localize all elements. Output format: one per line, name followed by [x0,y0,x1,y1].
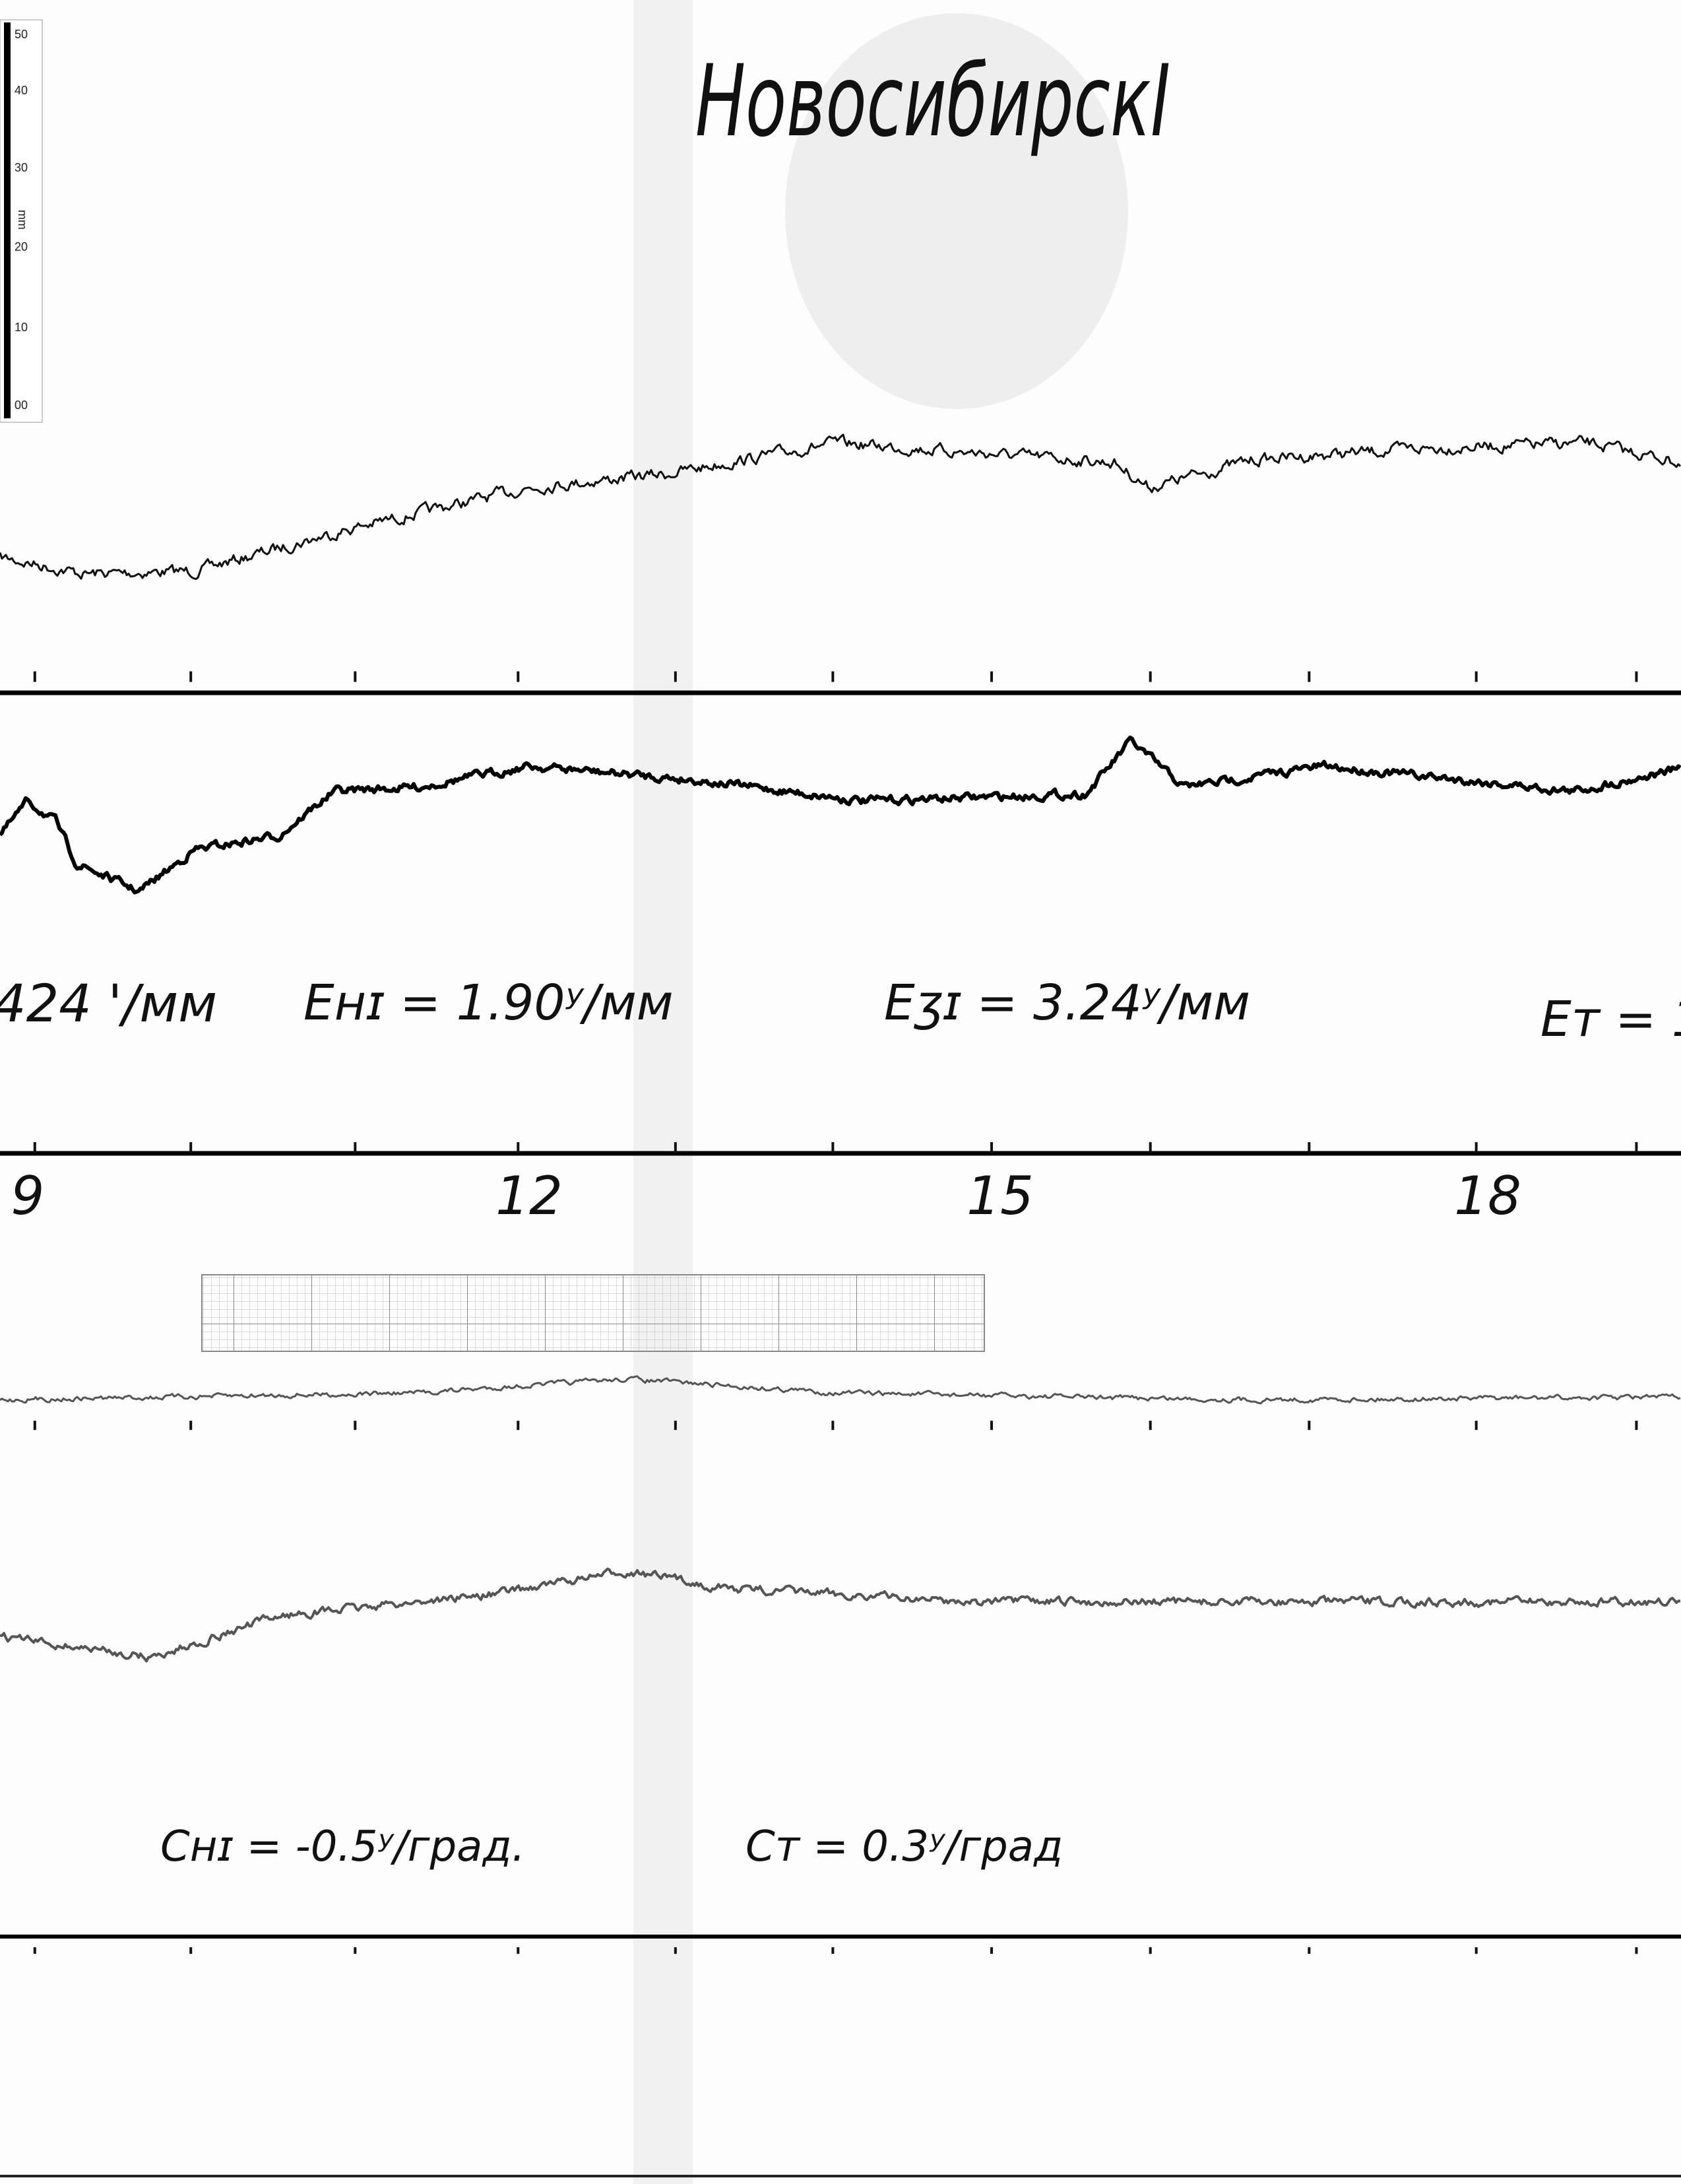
trace [0,1567,1681,1663]
stain [785,13,1128,409]
scale-label: 40 [15,84,28,97]
annotation: Eт = 1. [1540,991,1681,1048]
scale-ruler [4,22,11,418]
hour-label: 18 [1454,1165,1521,1227]
scale-label: 10 [15,321,28,334]
calibration-grid [201,1274,985,1352]
annotation: Eʒɪ = 3.24ʸ/мм [884,975,1250,1031]
scale-label: 00 [15,399,28,412]
annotation: Cнɪ = -0.5ʸ/град. [160,1822,525,1871]
scale-label: 50 [15,28,28,41]
scale-label: 30 [15,161,28,174]
annotation: Cт = 0.3ʸ/град [745,1822,1063,1871]
fold-band [633,0,693,2184]
hour-label: 12 [495,1165,563,1227]
trace [0,735,1681,895]
annotation: 424 '/мм [0,975,217,1034]
trace [0,434,1681,580]
hour-label: 9 [11,1165,45,1227]
trace [0,1375,1681,1405]
traces [0,434,1681,1954]
annotation: Eнɪ = 1.90ʸ/мм [303,975,674,1031]
hour-label: 15 [967,1165,1034,1227]
scale-label: 20 [15,240,28,253]
title: НовосибирскI [695,44,1170,159]
scale-unit: mm [16,210,29,230]
